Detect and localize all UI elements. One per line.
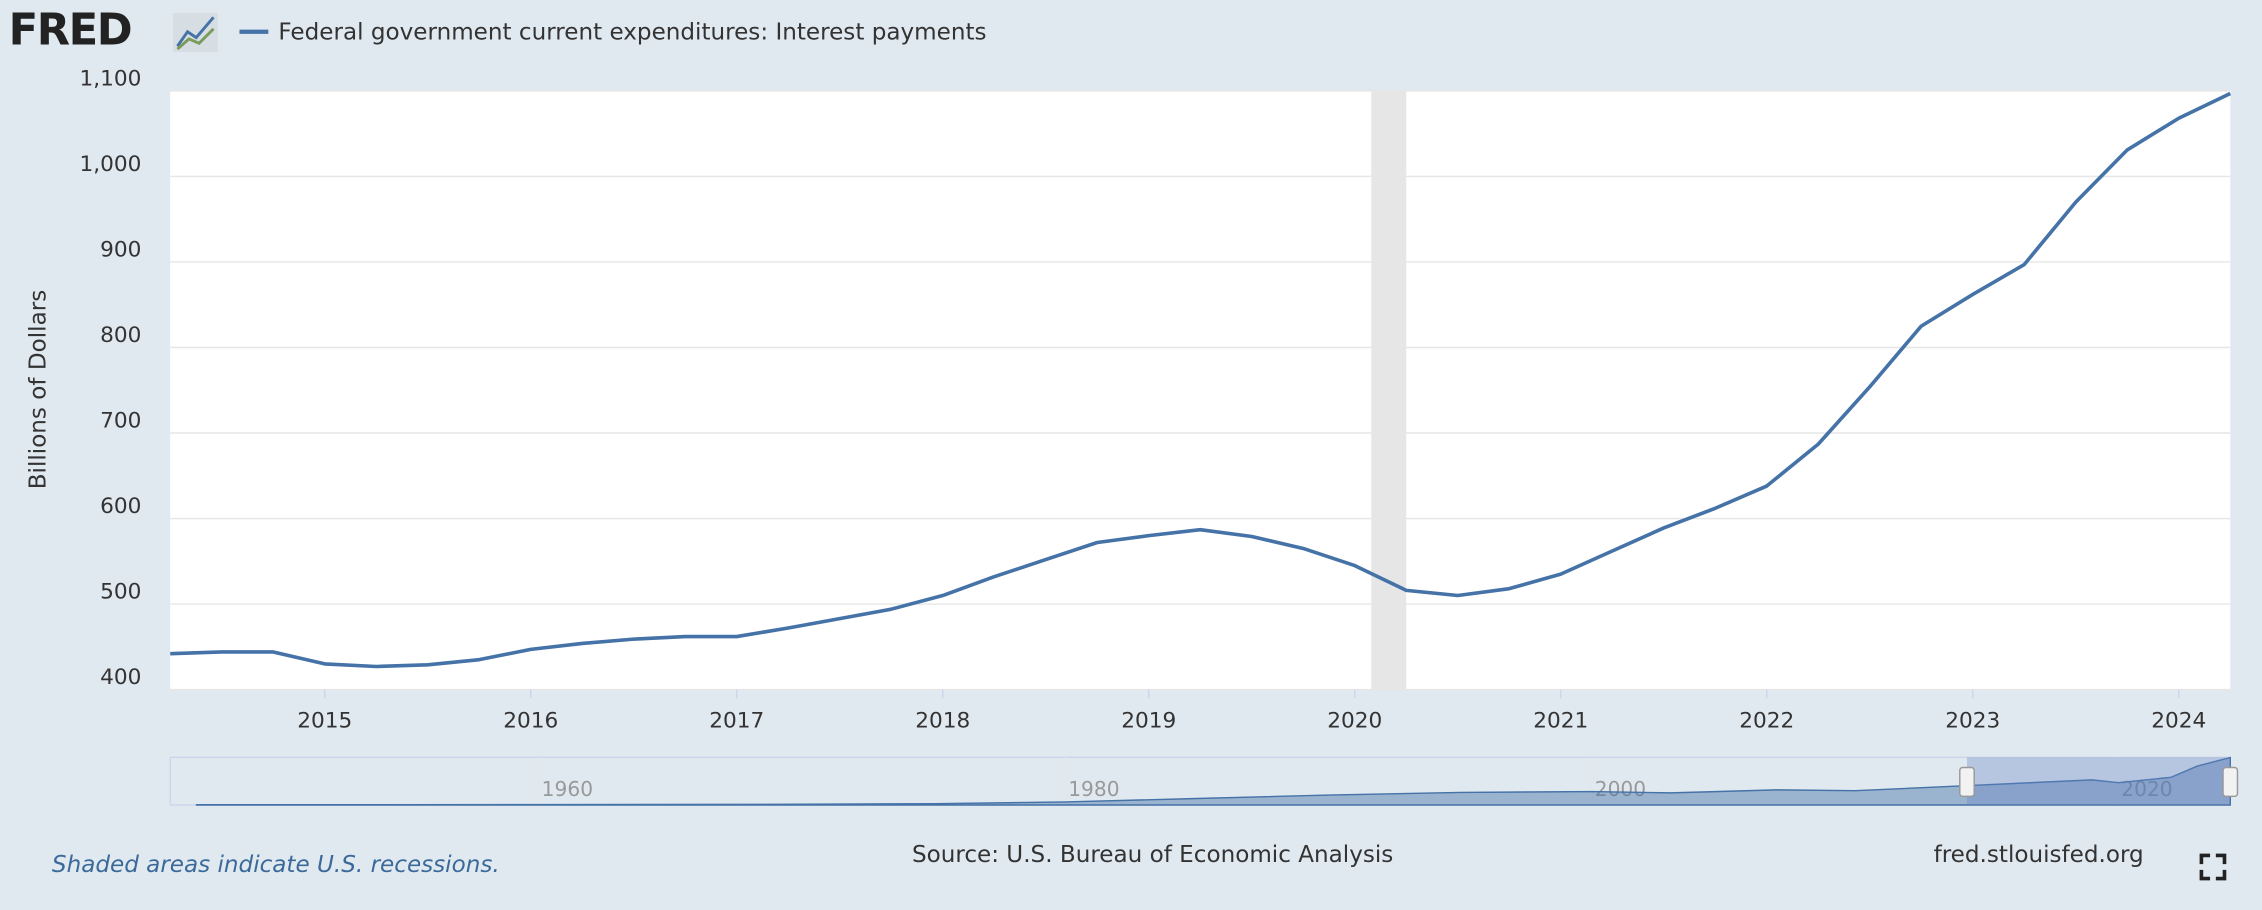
x-tick-label: 2023 — [1945, 708, 2000, 733]
navigator-window — [1966, 757, 2231, 805]
y-tick-label: 600 — [100, 494, 141, 519]
y-tick-label: 400 — [100, 665, 141, 690]
x-tick-label: 2016 — [503, 708, 558, 733]
recession-shade — [1371, 90, 1407, 690]
y-tick-label: 800 — [100, 323, 141, 348]
fullscreen-button[interactable] — [2199, 853, 2227, 881]
x-tick-label: 2024 — [2151, 708, 2206, 733]
x-tick-label: 2019 — [1121, 708, 1176, 733]
navigator-handle[interactable] — [2222, 766, 2239, 798]
data-line — [170, 91, 2232, 669]
legend-label: Federal government current expenditures:… — [278, 20, 986, 46]
x-tick-label: 2021 — [1533, 708, 1588, 733]
navigator-label: 1960 — [542, 777, 593, 801]
y-tick-label: 1,000 — [79, 152, 141, 177]
logo: FRED — [9, 6, 132, 56]
y-tick-label: 1,100 — [79, 66, 141, 91]
y-axis-label: Billions of Dollars — [25, 290, 51, 490]
x-tick-label: 2022 — [1739, 708, 1794, 733]
y-tick-label: 900 — [100, 237, 141, 262]
navigator-handle[interactable] — [1959, 766, 1975, 798]
navigator-area — [195, 756, 2231, 806]
y-tick-label: 700 — [100, 408, 141, 433]
navigator-label: 2000 — [1595, 777, 1646, 801]
y-tick-label: 500 — [100, 580, 141, 605]
source: Source: U.S. Bureau of Economic Analysis — [912, 842, 1393, 868]
x-tick-label: 2017 — [709, 708, 764, 733]
recession-note: Shaded areas indicate U.S. recessions. — [52, 852, 500, 878]
x-tick-label: 2018 — [915, 708, 970, 733]
navigator-label: 1980 — [1068, 777, 1119, 801]
x-tick-label: 2020 — [1327, 708, 1382, 733]
plot-area — [170, 90, 2231, 690]
site: fred.stlouisfed.org — [1934, 842, 2144, 868]
logo-icon — [173, 13, 218, 52]
x-tick-label: 2015 — [297, 708, 352, 733]
